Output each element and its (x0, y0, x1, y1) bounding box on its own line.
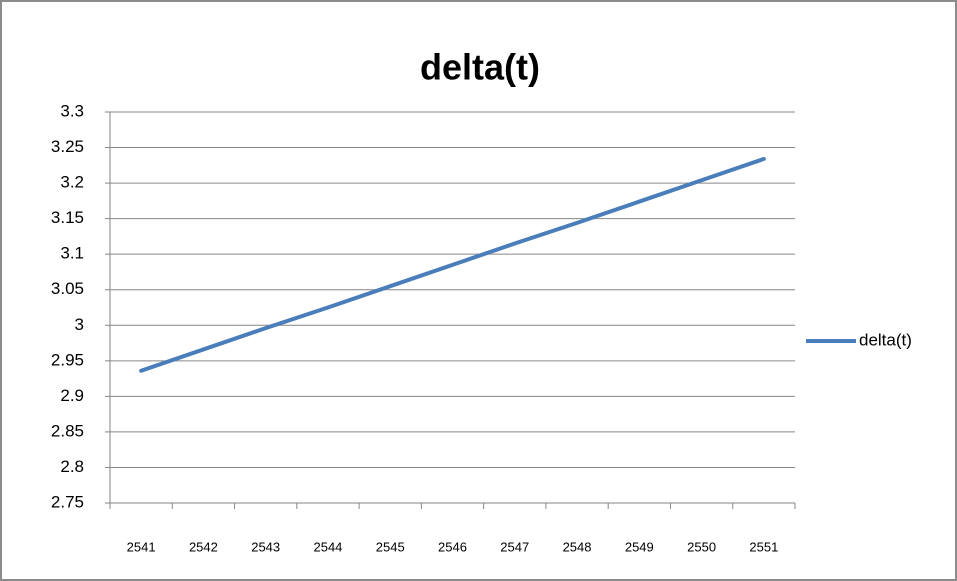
y-tick-label: 2.85 (51, 421, 84, 440)
x-tick-label: 2541 (127, 539, 156, 554)
chart: delta(t) 2.75 2.8 2.85 2.9 2.95 3 3.05 3.1 3.15 3… (0, 0, 957, 581)
y-tick-label: 3.15 (51, 208, 84, 227)
x-tick-label: 2543 (251, 539, 280, 554)
x-tick-label: 2544 (313, 539, 342, 554)
x-tick-label: 2547 (500, 539, 529, 554)
x-tick-label: 2550 (687, 539, 716, 554)
page: {"chart_data": {"type": "line", "title":… (0, 0, 957, 581)
y-tick-label: 3.3 (60, 101, 84, 120)
chart-border (1, 1, 956, 580)
x-tick-label: 2549 (625, 539, 654, 554)
x-tick-label: 2542 (189, 539, 218, 554)
y-tick-label: 2.9 (60, 386, 84, 405)
x-tick-label: 2548 (563, 539, 592, 554)
y-tick-label: 2.8 (60, 457, 84, 476)
x-tick-label: 2546 (438, 539, 467, 554)
y-tick-label: 3.05 (51, 279, 84, 298)
y-tick-label: 2.95 (51, 350, 84, 369)
x-tick-label: 2551 (749, 539, 778, 554)
y-tick-label: 2.75 (51, 492, 84, 511)
y-tick-label: 3.2 (60, 173, 84, 192)
y-tick-label: 3.25 (51, 137, 84, 156)
legend-label: delta(t) (859, 330, 912, 349)
chart-title: delta(t) (420, 47, 540, 88)
y-tick-label: 3 (75, 315, 84, 334)
x-tick-label: 2545 (376, 539, 405, 554)
y-tick-label: 3.1 (60, 244, 84, 263)
